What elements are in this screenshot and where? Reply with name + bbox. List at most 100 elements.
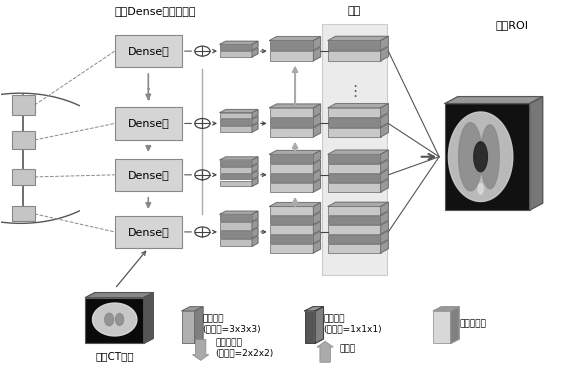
Polygon shape <box>252 164 258 173</box>
Polygon shape <box>314 170 321 182</box>
Polygon shape <box>459 123 482 191</box>
Polygon shape <box>314 222 321 234</box>
FancyArrow shape <box>317 342 333 362</box>
Bar <box>12 131 35 149</box>
Bar <box>12 206 35 222</box>
Bar <box>328 183 381 192</box>
Polygon shape <box>270 151 321 154</box>
Polygon shape <box>474 142 488 172</box>
Text: (卷积核=1x1x1): (卷积核=1x1x1) <box>323 325 382 333</box>
Polygon shape <box>478 183 483 194</box>
Bar <box>328 154 381 163</box>
Polygon shape <box>86 293 154 298</box>
Polygon shape <box>530 97 543 210</box>
Polygon shape <box>445 97 543 104</box>
Bar <box>270 164 314 173</box>
Bar <box>270 183 314 192</box>
Polygon shape <box>381 160 389 173</box>
Polygon shape <box>314 47 321 61</box>
Bar <box>433 311 451 343</box>
Bar <box>220 181 252 186</box>
Polygon shape <box>220 211 258 214</box>
Polygon shape <box>314 212 321 224</box>
Polygon shape <box>252 157 258 166</box>
Bar <box>328 108 381 117</box>
Polygon shape <box>314 104 321 117</box>
Bar <box>328 225 381 234</box>
Polygon shape <box>381 124 389 137</box>
Polygon shape <box>381 179 389 192</box>
Text: 批量归一化: 批量归一化 <box>459 319 486 329</box>
Polygon shape <box>252 219 258 230</box>
Polygon shape <box>252 117 258 125</box>
Polygon shape <box>144 293 154 343</box>
Text: ⋮: ⋮ <box>141 87 156 102</box>
Bar <box>328 128 381 137</box>
Polygon shape <box>105 313 114 326</box>
Polygon shape <box>451 307 459 343</box>
Polygon shape <box>314 231 321 243</box>
FancyBboxPatch shape <box>115 216 182 248</box>
Polygon shape <box>328 150 389 154</box>
Text: 基于Dense连接的网络: 基于Dense连接的网络 <box>115 6 196 16</box>
Polygon shape <box>115 314 124 325</box>
Polygon shape <box>448 112 513 201</box>
Bar <box>182 311 195 343</box>
Bar <box>270 235 314 243</box>
Polygon shape <box>381 36 389 50</box>
Bar <box>270 174 314 182</box>
Bar <box>328 244 381 253</box>
Polygon shape <box>305 307 323 311</box>
Bar <box>220 44 252 50</box>
Polygon shape <box>314 160 321 173</box>
Bar <box>86 298 144 343</box>
Text: 肺部ROI: 肺部ROI <box>496 20 529 30</box>
Polygon shape <box>381 47 389 61</box>
Bar <box>12 95 35 115</box>
Bar <box>305 311 315 343</box>
Polygon shape <box>195 307 203 343</box>
Bar <box>328 118 381 127</box>
Text: 三维卷积: 三维卷积 <box>323 314 345 323</box>
FancyBboxPatch shape <box>115 35 182 67</box>
Bar <box>270 206 314 215</box>
Polygon shape <box>252 236 258 246</box>
Polygon shape <box>220 157 258 160</box>
Polygon shape <box>328 104 389 108</box>
Polygon shape <box>252 171 258 180</box>
Bar <box>270 154 314 163</box>
Polygon shape <box>93 303 137 336</box>
Bar <box>328 40 381 50</box>
Text: Dense块: Dense块 <box>127 46 169 56</box>
Polygon shape <box>433 307 459 311</box>
Text: ⋮: ⋮ <box>347 84 362 99</box>
Polygon shape <box>270 37 321 40</box>
Text: Dense块: Dense块 <box>127 118 169 128</box>
Polygon shape <box>381 114 389 127</box>
Polygon shape <box>252 178 258 186</box>
Polygon shape <box>381 202 389 215</box>
Text: 患者CT影像: 患者CT影像 <box>96 351 134 362</box>
Polygon shape <box>252 211 258 221</box>
Polygon shape <box>314 124 321 137</box>
Bar <box>220 160 252 166</box>
Bar <box>220 126 252 132</box>
Bar <box>328 51 381 61</box>
Bar <box>220 239 252 246</box>
Polygon shape <box>252 41 258 50</box>
Polygon shape <box>220 110 258 113</box>
Polygon shape <box>270 202 321 206</box>
Text: 拼接: 拼接 <box>347 6 361 16</box>
Polygon shape <box>381 104 389 117</box>
Polygon shape <box>381 221 389 234</box>
Text: Dense块: Dense块 <box>127 227 169 237</box>
Polygon shape <box>381 150 389 163</box>
Polygon shape <box>381 240 389 253</box>
Polygon shape <box>252 228 258 238</box>
Polygon shape <box>315 307 323 343</box>
Bar <box>270 128 314 137</box>
Bar <box>328 206 381 215</box>
Polygon shape <box>314 114 321 127</box>
Polygon shape <box>381 231 389 243</box>
FancyBboxPatch shape <box>115 159 182 191</box>
